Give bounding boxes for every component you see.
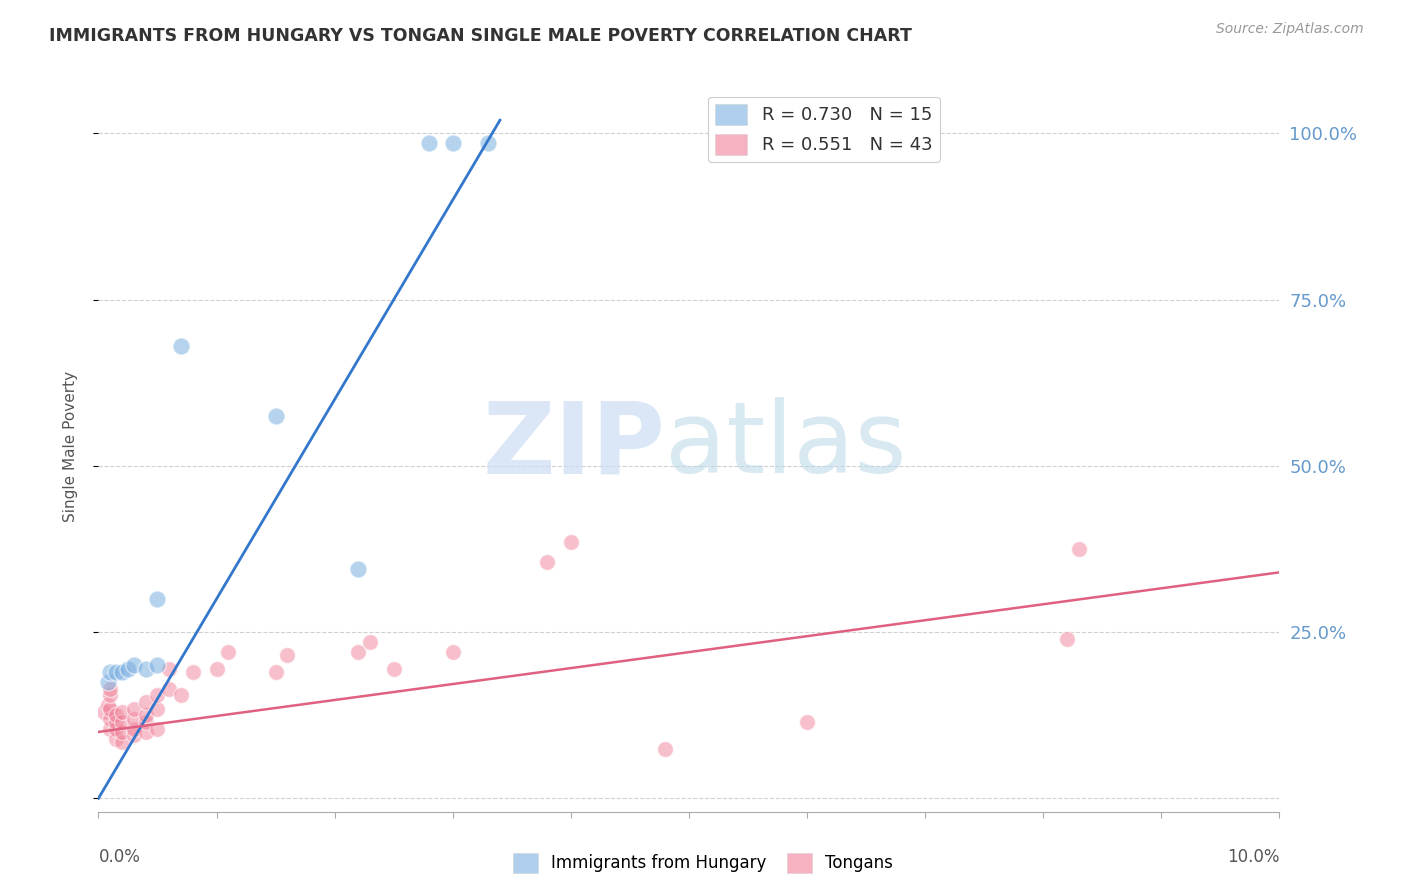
Point — [359, 635, 381, 649]
Point — [157, 681, 180, 696]
Point — [1067, 542, 1090, 557]
Point — [111, 714, 134, 729]
Point — [418, 136, 440, 151]
Point — [98, 712, 121, 726]
Point — [111, 665, 134, 679]
Point — [111, 725, 134, 739]
Point — [157, 662, 180, 676]
Point — [98, 689, 121, 703]
Point — [146, 689, 169, 703]
Point — [560, 535, 582, 549]
Point — [264, 409, 287, 423]
Point — [170, 339, 193, 353]
Point — [654, 741, 676, 756]
Point — [98, 681, 121, 696]
Point — [347, 645, 370, 659]
Text: 0.0%: 0.0% — [98, 848, 141, 866]
Point — [122, 728, 145, 742]
Point — [205, 662, 228, 676]
Point — [122, 722, 145, 736]
Point — [122, 712, 145, 726]
Point — [105, 714, 128, 729]
Point — [117, 662, 139, 676]
Point — [347, 562, 370, 576]
Point — [146, 701, 169, 715]
Point — [536, 555, 558, 569]
Text: 10.0%: 10.0% — [1227, 848, 1279, 866]
Point — [98, 701, 121, 715]
Point — [276, 648, 298, 663]
Point — [105, 722, 128, 736]
Point — [135, 695, 157, 709]
Point — [97, 698, 120, 713]
Point — [135, 662, 157, 676]
Point — [146, 722, 169, 736]
Point — [135, 725, 157, 739]
Point — [217, 645, 239, 659]
Point — [382, 662, 405, 676]
Point — [181, 665, 204, 679]
Point — [135, 714, 157, 729]
Text: ZIP: ZIP — [482, 398, 665, 494]
Point — [1056, 632, 1078, 646]
Point — [98, 722, 121, 736]
Point — [796, 714, 818, 729]
Text: Source: ZipAtlas.com: Source: ZipAtlas.com — [1216, 22, 1364, 37]
Text: atlas: atlas — [665, 398, 907, 494]
Point — [170, 689, 193, 703]
Point — [111, 735, 134, 749]
Point — [264, 665, 287, 679]
Legend: Immigrants from Hungary, Tongans: Immigrants from Hungary, Tongans — [506, 847, 900, 880]
Point — [105, 708, 128, 723]
Point — [122, 701, 145, 715]
Point — [477, 136, 499, 151]
Point — [93, 705, 115, 719]
Point — [98, 665, 121, 679]
Point — [105, 665, 128, 679]
Y-axis label: Single Male Poverty: Single Male Poverty — [63, 370, 77, 522]
Point — [111, 705, 134, 719]
Point — [122, 658, 145, 673]
Legend: R = 0.730   N = 15, R = 0.551   N = 43: R = 0.730 N = 15, R = 0.551 N = 43 — [707, 96, 939, 161]
Point — [146, 658, 169, 673]
Point — [135, 708, 157, 723]
Point — [105, 731, 128, 746]
Text: IMMIGRANTS FROM HUNGARY VS TONGAN SINGLE MALE POVERTY CORRELATION CHART: IMMIGRANTS FROM HUNGARY VS TONGAN SINGLE… — [49, 27, 912, 45]
Point — [441, 136, 464, 151]
Point — [441, 645, 464, 659]
Point — [146, 591, 169, 606]
Point — [97, 675, 120, 690]
